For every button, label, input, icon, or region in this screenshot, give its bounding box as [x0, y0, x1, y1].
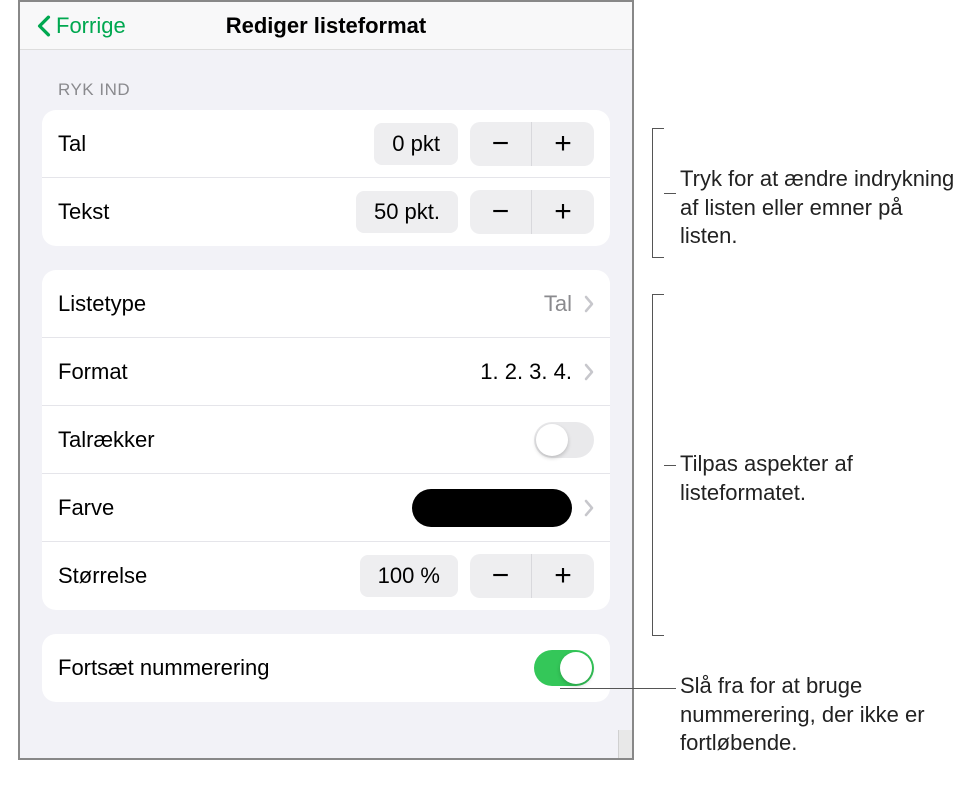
label-size: Størrelse: [58, 563, 147, 589]
callout-bracket-indent: [652, 128, 664, 258]
label-list-type: Listetype: [58, 291, 146, 317]
stepper-number-indent: − +: [470, 122, 594, 166]
toggle-number-rows[interactable]: [534, 422, 594, 458]
row-format[interactable]: Format 1. 2. 3. 4.: [42, 338, 610, 406]
callout-bracket-aspects: [652, 294, 664, 636]
decrement-text[interactable]: −: [470, 190, 532, 234]
panel-header: Forrige Rediger listeformat: [20, 2, 632, 50]
back-button[interactable]: Forrige: [36, 13, 126, 39]
label-number-rows: Talrækker: [58, 427, 155, 453]
continue-card: Fortsæt nummerering: [42, 634, 610, 702]
row-list-type[interactable]: Listetype Tal: [42, 270, 610, 338]
chevron-right-icon: [584, 295, 594, 313]
callout-text-continue: Slå fra for at bruge nummerering, der ik…: [680, 672, 960, 758]
toggle-continue-numbering[interactable]: [534, 650, 594, 686]
label-color: Farve: [58, 495, 114, 521]
scrollbar-bottom: [618, 730, 632, 758]
row-text-indent: Tekst 50 pkt. − +: [42, 178, 610, 246]
chevron-left-icon: [36, 15, 52, 37]
increment-number[interactable]: +: [532, 122, 594, 166]
row-continue-numbering: Fortsæt nummerering: [42, 634, 610, 702]
callout-connector-indent: [664, 193, 676, 194]
label-format: Format: [58, 359, 128, 385]
value-list-type: Tal: [544, 291, 572, 317]
chevron-right-icon: [584, 499, 594, 517]
callout-connector-continue: [560, 688, 676, 689]
row-number-indent: Tal 0 pkt − +: [42, 110, 610, 178]
value-format: 1. 2. 3. 4.: [480, 359, 572, 385]
callouts: Tryk for at ændre indrykning af listen e…: [636, 0, 946, 798]
stepper-text-indent: − +: [470, 190, 594, 234]
callout-text-aspects: Tilpas aspekter af listeformatet.: [680, 450, 960, 507]
panel-body: RYK IND Tal 0 pkt − + Tekst 50 pkt. −: [20, 50, 632, 758]
row-color[interactable]: Farve: [42, 474, 610, 542]
decrement-size[interactable]: −: [470, 554, 532, 598]
color-swatch[interactable]: [412, 489, 572, 527]
value-size[interactable]: 100 %: [360, 555, 458, 597]
settings-panel: Forrige Rediger listeformat RYK IND Tal …: [18, 0, 634, 760]
callout-text-indent: Tryk for at ændre indrykning af listen e…: [680, 165, 960, 251]
back-label: Forrige: [56, 13, 126, 39]
chevron-right-icon: [584, 363, 594, 381]
format-card: Listetype Tal Format 1. 2. 3. 4. Talrækk…: [42, 270, 610, 610]
section-label-indent: RYK IND: [58, 80, 610, 100]
label-continue: Fortsæt nummerering: [58, 655, 270, 681]
row-number-rows: Talrækker: [42, 406, 610, 474]
label-number: Tal: [58, 131, 86, 157]
row-size: Størrelse 100 % − +: [42, 542, 610, 610]
increment-size[interactable]: +: [532, 554, 594, 598]
callout-connector-aspects: [664, 465, 676, 466]
increment-text[interactable]: +: [532, 190, 594, 234]
indent-card: Tal 0 pkt − + Tekst 50 pkt. − +: [42, 110, 610, 246]
stepper-size: − +: [470, 554, 594, 598]
decrement-number[interactable]: −: [470, 122, 532, 166]
value-number-indent[interactable]: 0 pkt: [374, 123, 458, 165]
label-text: Tekst: [58, 199, 109, 225]
value-text-indent[interactable]: 50 pkt.: [356, 191, 458, 233]
panel-title: Rediger listeformat: [226, 13, 427, 39]
